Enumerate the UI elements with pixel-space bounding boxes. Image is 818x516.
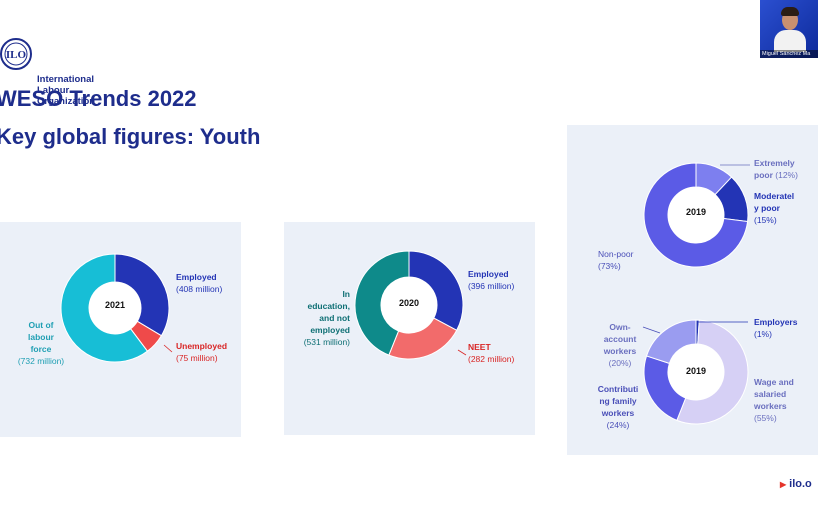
- label-neet: NEET (282 million): [468, 342, 515, 364]
- center-label-2019-poverty: 2019: [685, 207, 707, 217]
- participant-video-tile[interactable]: Miguel Sánchez Ma: [760, 0, 818, 58]
- label-non-poor: Non-poor (73%): [598, 249, 634, 271]
- page-title: WESO Trends 2022: [0, 86, 197, 111]
- label-moderately-poor: Moderatel y poor (15%): [754, 191, 795, 225]
- label-out-of-labour-force: Out of labour force (732 million): [17, 320, 65, 366]
- center-label-2019-employment: 2019: [685, 366, 707, 376]
- donut-chart-2021: [60, 253, 170, 363]
- donut-hole: [668, 187, 724, 243]
- label-employers: Employers (1%): [754, 317, 798, 339]
- donut-chart-2019-employment-status: [643, 319, 749, 425]
- label-contributing-family: Contributi ng family workers (24%): [597, 384, 639, 430]
- label-own-account: Own-account workers (20%): [603, 322, 637, 368]
- donut-hole: [89, 282, 141, 334]
- leader-line-neet: [457, 349, 467, 356]
- play-arrow-icon: ▶: [780, 480, 787, 489]
- footer-link[interactable]: ▶ ilo.o: [780, 478, 812, 490]
- donut-hole: [381, 277, 437, 333]
- label-wage-salaried: Wage and salaried workers (55%): [754, 377, 794, 423]
- svg-text:ILO: ILO: [6, 49, 27, 61]
- participant-name: Miguel Sánchez Ma: [760, 50, 818, 58]
- ilo-logo: ILO International Labour Organization: [0, 36, 100, 107]
- leader-line-own-account: [642, 326, 661, 334]
- donut-chart-2019-poverty: [643, 162, 749, 268]
- participant-shirt: [774, 30, 806, 52]
- leader-line-unemployed: [163, 344, 173, 353]
- page-subtitle: Key global figures: Youth: [0, 124, 261, 149]
- label-extremely-poor: Extremely poor (12%): [754, 158, 798, 180]
- org-name: International Labour Organization: [37, 74, 96, 107]
- label-unemployed-2021: Unemployed (75 million): [176, 341, 228, 363]
- donut-hole: [668, 344, 724, 400]
- ilo-emblem-icon: ILO: [0, 38, 32, 70]
- label-employed-2021: Employed (408 million): [176, 272, 223, 294]
- center-label-2020: 2020: [398, 298, 420, 308]
- label-in-education: In education, and not employed (531 million): [303, 289, 350, 347]
- participant-hair: [781, 7, 799, 16]
- donut-chart-2020: [354, 250, 464, 360]
- label-employed-2020: Employed (396 million): [468, 269, 515, 291]
- center-label-2021: 2021: [104, 300, 126, 310]
